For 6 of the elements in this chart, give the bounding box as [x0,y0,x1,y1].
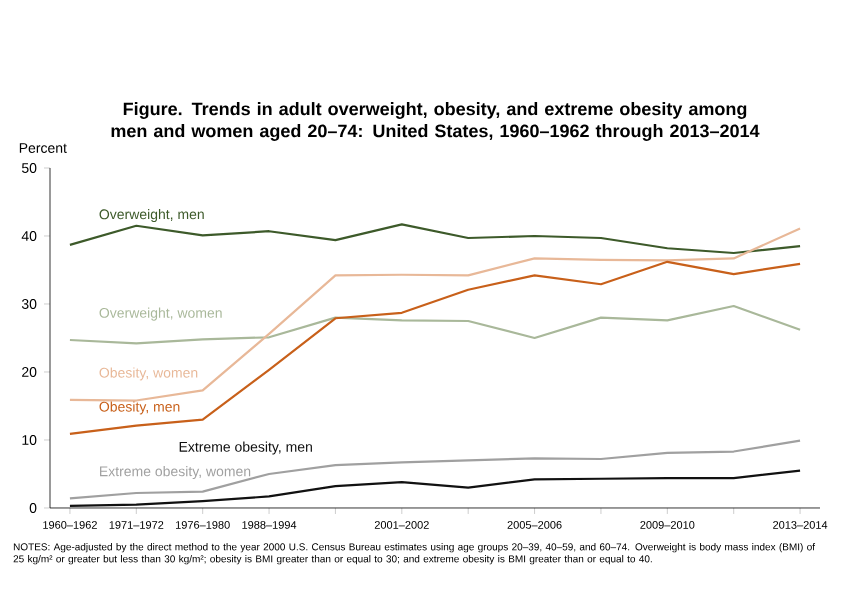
line-series [68,469,802,508]
line-series [68,260,802,435]
line-series [68,223,802,255]
line-series [68,304,802,345]
chart-title: Figure. Trends in adult overweight, obesity, and extreme obesity among men and women aged 20–74: United States, 1960–1962 through 2013–2014 [111,102,760,141]
line-series [68,227,802,402]
